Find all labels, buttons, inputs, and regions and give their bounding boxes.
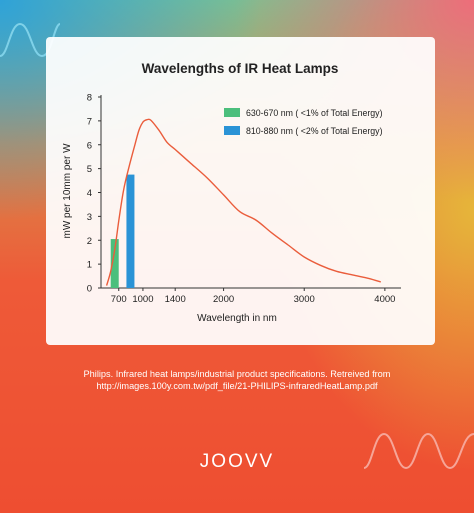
y-axis-label: mW per 10mm per W [62,143,73,239]
x-tick-label: 3000 [294,294,315,305]
bar-2 [126,174,135,288]
y-tick-label: 4 [87,188,92,199]
x-tick-label: 1000 [132,294,153,305]
wave-decoration-bottom-right [364,432,474,470]
y-tick-label: 8 [87,93,92,104]
source-line-2[interactable]: http://images.100y.com.tw/pdf_file/21-PH… [96,381,378,391]
legend-label-1: 630-670 nm ( <1% of Total Energy) [246,108,383,118]
chart-title: Wavelengths of IR Heat Lamps [142,61,339,76]
source-citation: Philips. Infrared heat lamps/industrial … [20,368,454,392]
y-tick-label: 7 [87,116,92,127]
legend-swatch-2 [224,126,240,135]
y-tick-label: 0 [87,284,92,295]
x-axis-label: Wavelength in nm [197,313,277,324]
emission-curve [105,118,382,286]
legend-label-2: 810-880 nm ( <2% of Total Energy) [246,126,383,136]
y-tick-label: 1 [87,260,92,271]
bar-1 [110,239,119,288]
x-tick-label: 2000 [213,294,234,305]
y-tick-label: 2 [87,236,92,247]
legend-swatch-1 [224,108,240,117]
x-tick-label: 1400 [165,294,186,305]
y-tick-label: 5 [87,164,92,175]
brand-logo: JOOVV [199,451,275,472]
x-tick-label: 4000 [374,294,395,305]
y-tick-label: 6 [87,140,92,151]
source-line-1: Philips. Infrared heat lamps/industrial … [83,369,391,379]
ir-lamp-chart: Wavelengths of IR Heat Lamps 0 1 2 3 4 5 6 7 8 70… [62,61,401,324]
y-tick-label: 3 [87,212,92,223]
chart-card: Wavelengths of IR Heat Lamps 0 1 2 3 4 5 6 7 8 70… [46,37,435,345]
x-tick-label: 700 [111,294,127,305]
